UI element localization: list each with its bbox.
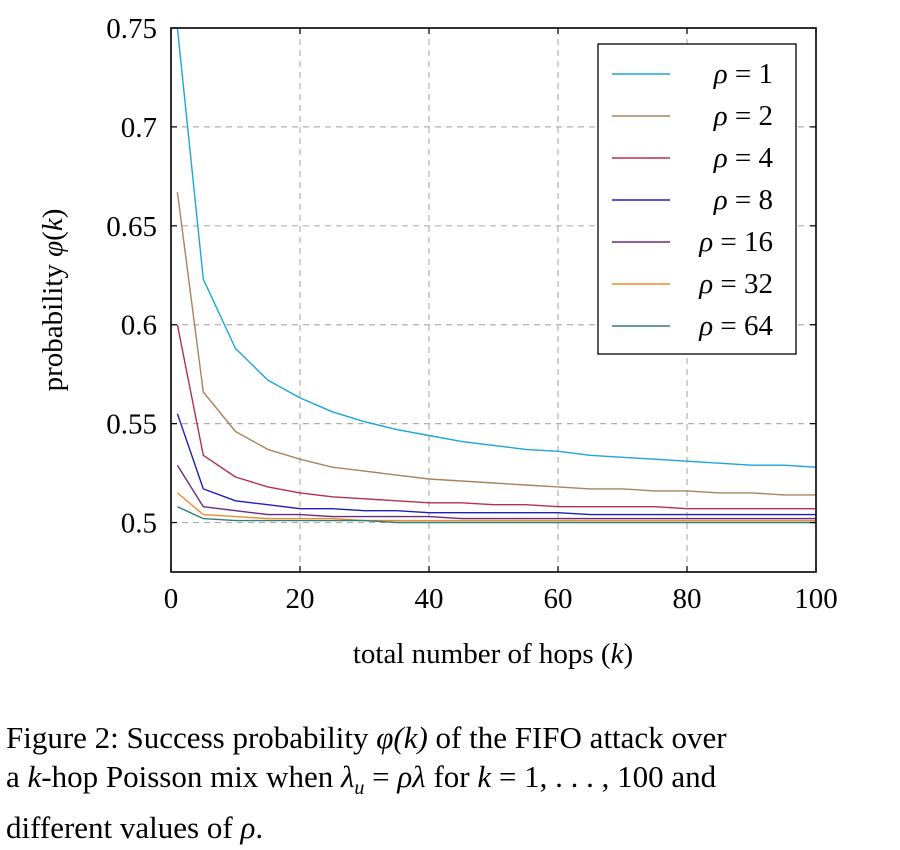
x-tick-label: 100: [794, 583, 838, 615]
x-tick-label: 20: [286, 583, 315, 615]
y-tick-labels: 0.5 0.55 0.6 0.65 0.7 0.75: [106, 13, 157, 540]
x-tick-labels: 0 20 40 60 80 100: [164, 583, 838, 615]
series-line-rho-1: [176, 27, 817, 468]
series-line-rho-64: [177, 506, 816, 524]
legend-label-rho-32: ρ = 32: [698, 268, 773, 300]
legend-items: ρ = 1 ρ = 2 ρ = 4 ρ = 8 ρ = 16 ρ = 32 ρ = 64: [612, 58, 773, 342]
line-chart: 0 20 40 60 80 100 0.5 0.55 0.6 0.65 0.7 0.75 total…: [37, 13, 838, 670]
x-tick-label: 80: [673, 583, 702, 615]
caption-line-1: Figure 2: Success probability φ(k) of th…: [6, 720, 727, 755]
legend-label-rho-8: ρ = 8: [713, 184, 773, 216]
y-tick-label: 0.5: [121, 508, 157, 540]
x-tick-label: 60: [544, 583, 573, 615]
y-axis-label: probability φ(k): [37, 209, 69, 392]
series-line-rho-4: [176, 324, 816, 510]
series-line-rho-16: [176, 464, 816, 520]
y-tick-label: 0.65: [106, 211, 157, 243]
series-lines: [176, 27, 817, 524]
series-line-rho-32: [176, 492, 816, 522]
x-tick-label: 40: [415, 583, 444, 615]
plot-frame: [170, 27, 817, 573]
figure-caption: Figure 2: Success probability φ(k) of th…: [6, 718, 886, 847]
x-axis-label: total number of hops (k): [353, 638, 633, 670]
legend: ρ = 1 ρ = 2 ρ = 4 ρ = 8 ρ = 16 ρ = 32 ρ = 64: [597, 43, 797, 355]
y-tick-label: 0.55: [106, 409, 157, 441]
caption-line-3: different values of ρ.: [6, 810, 264, 846]
legend-label-rho-2: ρ = 2: [713, 100, 773, 132]
legend-label-rho-1: ρ = 1: [713, 58, 773, 90]
series-line-rho-8: [176, 413, 816, 516]
caption-line-2: a k-hop Poisson mix when λu = ρλ for k =…: [6, 759, 717, 800]
y-tick-label: 0.7: [121, 112, 157, 144]
y-tick-label: 0.75: [106, 13, 157, 45]
y-tick-label: 0.6: [121, 310, 157, 342]
legend-box: [597, 43, 797, 355]
series-line-rho-2: [176, 192, 816, 496]
legend-label-rho-4: ρ = 4: [713, 142, 774, 174]
legend-label-rho-64: ρ = 64: [698, 310, 773, 342]
legend-label-rho-16: ρ = 16: [698, 226, 773, 258]
axis-ticks: [170, 27, 817, 572]
x-tick-label: 0: [164, 583, 179, 615]
